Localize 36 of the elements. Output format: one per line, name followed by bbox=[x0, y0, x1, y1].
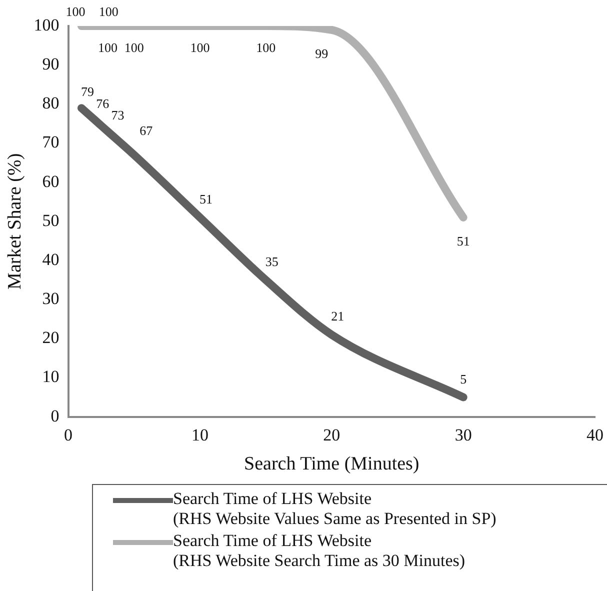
y-tick-label: 80 bbox=[42, 94, 60, 113]
data-label: 21 bbox=[331, 308, 344, 324]
y-axis-title: Market Share (%) bbox=[4, 153, 26, 290]
data-label: 100 bbox=[98, 40, 118, 55]
y-tick-label: 100 bbox=[34, 15, 60, 34]
x-axis-title: Search Time (Minutes) bbox=[244, 454, 420, 475]
data-label: 100 bbox=[66, 4, 86, 19]
legend-label: Search Time of LHS Website (RHS Website Search Time as 30 Minutes) bbox=[173, 531, 466, 571]
y-tick-label: 0 bbox=[50, 406, 60, 426]
data-label: 100 bbox=[190, 40, 210, 55]
x-tick-label: 20 bbox=[323, 425, 340, 444]
y-tick-label: 40 bbox=[42, 250, 60, 269]
x-tick-label: 10 bbox=[191, 425, 208, 444]
data-label: 51 bbox=[199, 191, 212, 206]
y-tick-label: 30 bbox=[42, 289, 60, 308]
y-tick-label: 70 bbox=[42, 132, 60, 152]
y-tick-label: 60 bbox=[42, 172, 60, 191]
x-tick-label: 40 bbox=[586, 425, 604, 444]
x-tick-label: 30 bbox=[454, 425, 472, 444]
data-label: 79 bbox=[80, 84, 94, 100]
data-label: 5 bbox=[460, 371, 467, 386]
data-label: 73 bbox=[111, 108, 124, 123]
data-label: 35 bbox=[265, 254, 278, 270]
x-tick-label: 0 bbox=[64, 425, 73, 444]
data-label: 67 bbox=[140, 122, 154, 138]
y-tick-label: 90 bbox=[42, 54, 60, 74]
data-label: 100 bbox=[98, 4, 118, 19]
legend-label: Search Time of LHS Website (RHS Website Values Same as Presented in SP) bbox=[173, 489, 498, 529]
data-label: 51 bbox=[456, 233, 470, 248]
data-label: 99 bbox=[315, 46, 328, 61]
data-label: 76 bbox=[96, 96, 110, 111]
y-tick-label: 20 bbox=[42, 328, 60, 348]
y-tick-label: 50 bbox=[42, 210, 60, 230]
data-label: 100 bbox=[124, 40, 144, 55]
y-tick-label: 10 bbox=[42, 367, 60, 386]
data-label: 100 bbox=[256, 40, 276, 55]
